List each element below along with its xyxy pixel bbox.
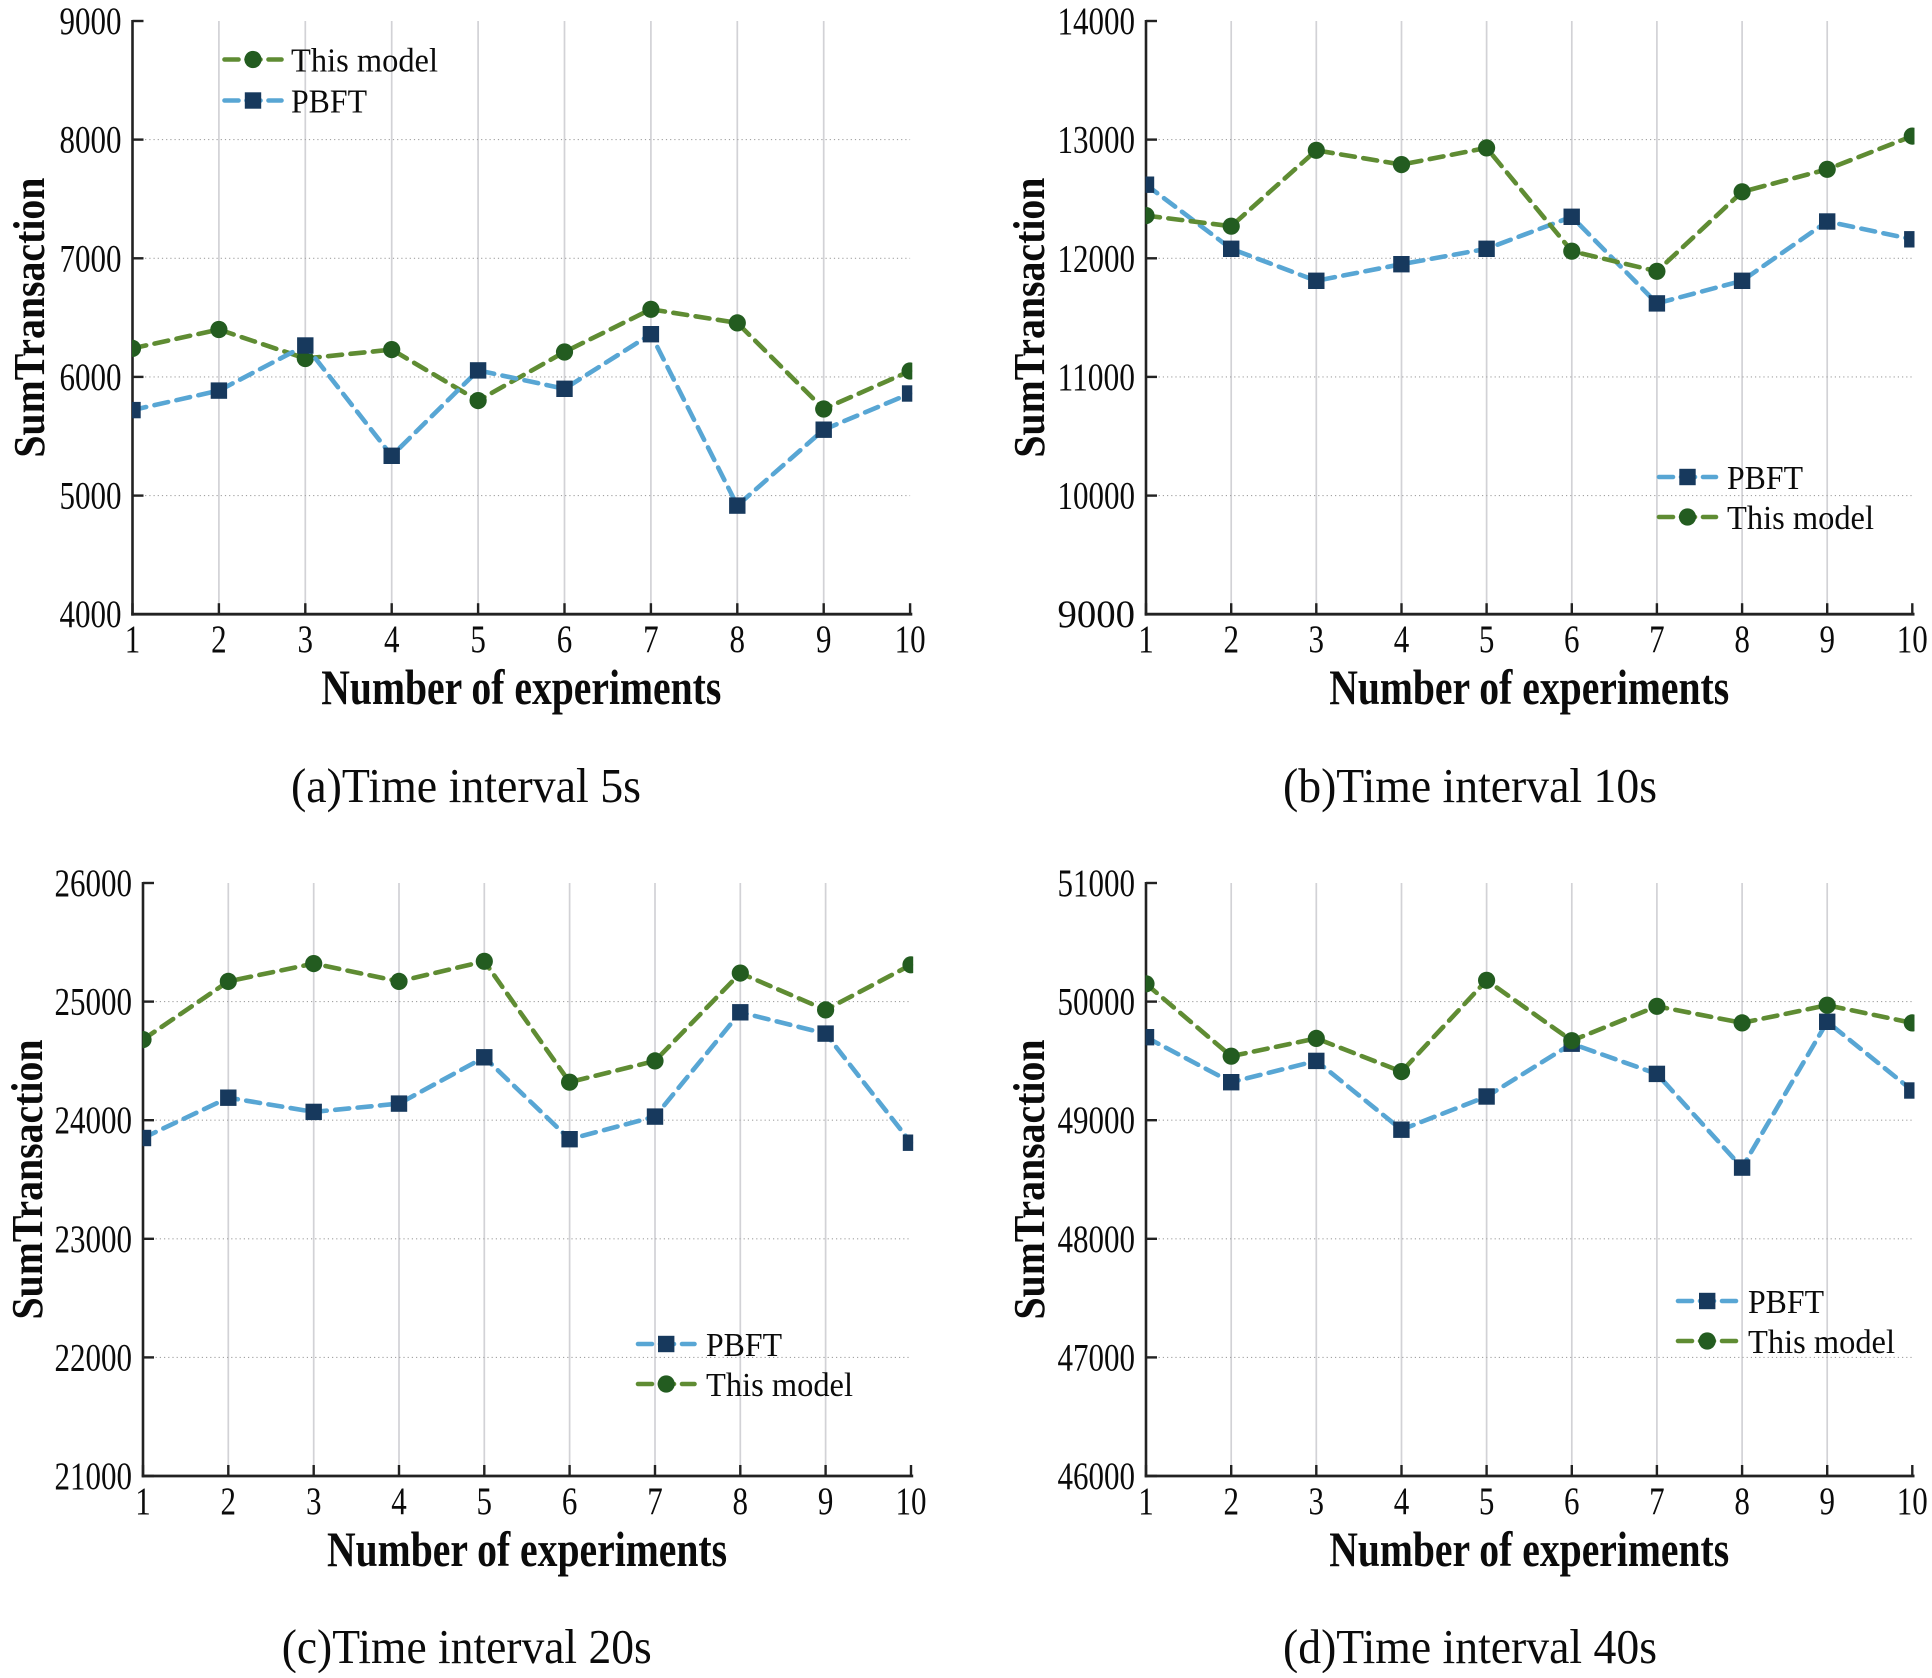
svg-text:Number of experiments: Number of experiments — [321, 659, 721, 715]
svg-text:9: 9 — [1819, 618, 1835, 661]
svg-text:4: 4 — [1394, 618, 1410, 661]
svg-text:24000: 24000 — [55, 1099, 133, 1142]
svg-text:5: 5 — [477, 1480, 493, 1523]
svg-text:9000: 9000 — [60, 0, 122, 43]
svg-text:2: 2 — [1223, 1480, 1239, 1523]
svg-text:2: 2 — [1223, 618, 1239, 661]
svg-text:Number of experiments: Number of experiments — [1329, 659, 1729, 715]
svg-text:7: 7 — [643, 618, 659, 661]
svg-text:6: 6 — [562, 1480, 578, 1523]
svg-text:2: 2 — [211, 618, 227, 661]
svg-text:(c)Time interval 20s: (c)Time interval 20s — [282, 1619, 652, 1673]
svg-text:This model: This model — [291, 43, 438, 80]
svg-text:(d)Time interval 40s: (d)Time interval 40s — [1283, 1619, 1657, 1673]
svg-text:6: 6 — [1564, 618, 1580, 661]
svg-text:10: 10 — [896, 1480, 927, 1523]
svg-text:8: 8 — [733, 1480, 749, 1523]
svg-text:4000: 4000 — [60, 593, 122, 636]
svg-text:9: 9 — [816, 618, 832, 661]
svg-text:48000: 48000 — [1058, 1218, 1136, 1261]
svg-text:8: 8 — [1734, 1480, 1750, 1523]
svg-text:46000: 46000 — [1058, 1455, 1136, 1498]
svg-text:26000: 26000 — [55, 862, 133, 905]
svg-text:6: 6 — [557, 618, 573, 661]
svg-text:13000: 13000 — [1058, 119, 1136, 162]
svg-text:8: 8 — [730, 618, 746, 661]
svg-text:10: 10 — [1897, 1480, 1928, 1523]
svg-text:3: 3 — [298, 618, 314, 661]
svg-text:21000: 21000 — [55, 1455, 133, 1498]
svg-text:3: 3 — [306, 1480, 322, 1523]
svg-text:3: 3 — [1309, 1480, 1325, 1523]
svg-text:3: 3 — [1309, 618, 1325, 661]
svg-text:47000: 47000 — [1058, 1336, 1136, 1379]
svg-text:7000: 7000 — [60, 237, 122, 280]
svg-text:4: 4 — [1394, 1480, 1410, 1523]
svg-text:23000: 23000 — [55, 1218, 133, 1261]
svg-text:7: 7 — [1649, 1480, 1665, 1523]
svg-text:14000: 14000 — [1058, 0, 1136, 43]
svg-text:4: 4 — [391, 1480, 407, 1523]
svg-text:9000: 9000 — [1058, 593, 1136, 636]
svg-text:PBFT: PBFT — [706, 1327, 782, 1364]
svg-text:7: 7 — [1649, 618, 1665, 661]
svg-text:6: 6 — [1564, 1480, 1580, 1523]
svg-text:5: 5 — [1479, 618, 1495, 661]
svg-text:11000: 11000 — [1058, 356, 1136, 399]
svg-text:SumTransaction: SumTransaction — [5, 178, 54, 458]
svg-text:This model: This model — [1727, 500, 1874, 537]
svg-text:1: 1 — [125, 618, 141, 661]
svg-text:5: 5 — [470, 618, 486, 661]
svg-text:This model: This model — [706, 1367, 853, 1404]
svg-text:8000: 8000 — [60, 119, 122, 162]
svg-text:7: 7 — [647, 1480, 663, 1523]
svg-text:1: 1 — [1138, 618, 1154, 661]
svg-text:5000: 5000 — [60, 475, 122, 518]
svg-text:PBFT: PBFT — [291, 84, 367, 121]
svg-text:1: 1 — [135, 1480, 151, 1523]
svg-text:25000: 25000 — [55, 981, 133, 1024]
svg-text:6000: 6000 — [60, 356, 122, 399]
svg-text:10: 10 — [895, 618, 926, 661]
svg-text:10000: 10000 — [1058, 475, 1136, 518]
svg-text:1: 1 — [1138, 1480, 1154, 1523]
svg-text:SumTransaction: SumTransaction — [1005, 178, 1054, 458]
svg-text:(b)Time interval 10s: (b)Time interval 10s — [1283, 758, 1657, 813]
svg-text:PBFT: PBFT — [1727, 460, 1803, 497]
svg-text:51000: 51000 — [1058, 862, 1136, 905]
svg-text:This model: This model — [1748, 1324, 1895, 1361]
svg-text:PBFT: PBFT — [1748, 1284, 1824, 1321]
svg-text:9: 9 — [818, 1480, 834, 1523]
svg-text:8: 8 — [1734, 618, 1750, 661]
svg-text:9: 9 — [1819, 1480, 1835, 1523]
svg-text:Number of experiments: Number of experiments — [327, 1521, 727, 1577]
svg-text:SumTransaction: SumTransaction — [1005, 1040, 1054, 1320]
svg-text:49000: 49000 — [1058, 1099, 1136, 1142]
svg-text:4: 4 — [384, 618, 400, 661]
svg-text:10: 10 — [1897, 618, 1928, 661]
svg-text:5: 5 — [1479, 1480, 1495, 1523]
svg-text:Number of experiments: Number of experiments — [1329, 1521, 1729, 1577]
svg-text:2: 2 — [221, 1480, 237, 1523]
svg-text:22000: 22000 — [55, 1336, 133, 1379]
svg-text:SumTransaction: SumTransaction — [3, 1040, 52, 1320]
svg-text:50000: 50000 — [1058, 981, 1136, 1024]
svg-text:12000: 12000 — [1058, 237, 1136, 280]
svg-text:(a)Time interval 5s: (a)Time interval 5s — [291, 758, 641, 813]
